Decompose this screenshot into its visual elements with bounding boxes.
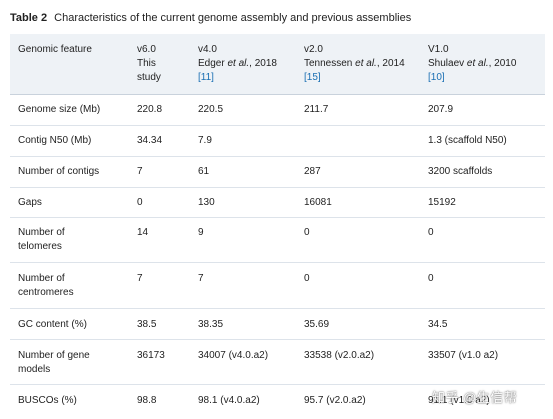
row-feature-line: centromeres [18,287,74,298]
header-v4-version: v4.0 [198,44,217,55]
header-v4: v4.0 Edger et al., 2018 [11] [190,34,296,95]
cell-v6: 98.8 [137,395,157,406]
cell-v1: 3200 scaffolds [420,156,545,188]
table-row: Number of gene models 36173 34007 (v4.0.… [10,339,545,385]
header-row: Genomic feature v6.0 This study v4.0 Edg… [10,34,545,95]
cell-v2: 35.69 [296,308,420,340]
row-feature-line: telomeres [18,241,62,252]
row-feature: Number of gene models [10,339,129,385]
assembly-comparison-table: Genomic feature v6.0 This study v4.0 Edg… [10,34,545,419]
header-v1: V1.0 Shulaev et al., 2010 [10] [420,34,545,95]
row-feature-line: models [18,364,51,375]
header-v1-year: , 2010 [488,58,517,69]
header-v1-etal: et al. [464,58,489,69]
cell-v4: 98.1 (v4.0.a2) [198,395,260,406]
header-v6-version: v6.0 [137,44,156,55]
header-v2-author: Tennessen [304,58,353,69]
cell-v4: 220.5 [190,94,296,126]
cell-v6: 38.5 [129,308,190,340]
table-container: Genomic feature v6.0 This study v4.0 Edg… [10,34,545,419]
header-genomic-feature: Genomic feature [10,34,129,95]
header-v2-etal: et al. [352,58,377,69]
cell-v2: 211.7 [296,94,420,126]
row-feature: Contig N50 (Mb) [10,125,129,157]
cell-v4: 38.35 [190,308,296,340]
cell-v2: 33538 (v2.0.a2) [296,339,420,385]
cell-v1: 1.3 (scaffold N50) [420,125,545,157]
table-row: Number of telomeres 14 9 0 0 [10,217,545,263]
header-v4-year: , 2018 [249,58,277,69]
cell-v1: 34.5 [420,308,545,340]
cell-v2: 0 [296,217,420,263]
cell-v6: 220.8 [129,94,190,126]
row-feature: Genome size (Mb) [10,94,129,126]
watermark: 知乎 @生信帮 [432,390,518,405]
row-feature: Number of telomeres [10,217,129,263]
cell-v6: 0 [129,187,190,218]
cell-v6: 36173 [129,339,190,385]
cell-v4: 7 [190,262,296,309]
header-v4-author: Edger [198,58,225,69]
table-row: Number of centromeres 7 7 0 0 [10,262,545,309]
header-v6: v6.0 This study [129,34,190,95]
table-row: Number of contigs 7 61 287 3200 scaffold… [10,156,545,188]
header-v6-this: This [137,58,156,69]
header-v1-version: V1.0 [428,44,449,55]
cell-v4: 9 [190,217,296,263]
cell-v4: 130 [190,187,296,218]
table-caption: Table 2 Characteristics of the current g… [10,10,411,26]
table-header: Genomic feature v6.0 This study v4.0 Edg… [10,34,545,95]
header-v6-study: study [137,72,161,83]
header-v4-citation: Edger et al., 2018 [198,57,288,71]
table-caption-label: Table 2 [10,12,48,24]
cell-v4: 7.9 [190,125,296,157]
header-v2-ref-link[interactable]: [15] [304,72,321,83]
table-row: BUSCOs (%) 98.8 98.1 (v4.0.a2) 95.7 (v2.… [10,385,545,419]
row-feature: Number of contigs [10,156,129,188]
cell-v6: 14 [129,217,190,263]
header-v4-ref-link[interactable]: [11] [198,72,214,83]
header-v4-etal: et al. [224,58,250,69]
cell-v6: 34.34 [129,125,190,157]
cell-v2: 0 [296,262,420,309]
header-v1-author: Shulaev [428,58,465,69]
row-feature-line: Number of gene [18,350,90,361]
cell-v2: 287 [296,156,420,188]
header-v2-version: v2.0 [304,44,323,55]
table-row: Gaps 0 130 16081 15192 [10,187,545,218]
row-feature: Number of centromeres [10,262,129,309]
cell-v1: 15192 [420,187,545,218]
cell-v1: 0 [420,217,545,263]
header-v2-year: , 2014 [376,58,405,69]
cell-v2: 16081 [296,187,420,218]
header-v1-citation: Shulaev et al., 2010 [428,57,537,71]
cell-v1: 207.9 [420,94,545,126]
cell-v1: 91.1 (v1.0 a2) [428,395,490,406]
table-caption-title: Characteristics of the current genome as… [54,12,412,24]
cell-v4: 61 [190,156,296,188]
header-v2: v2.0 Tennessen et al., 2014 [15] [296,34,420,95]
table-row: Genome size (Mb) 220.8 220.5 211.7 207.9 [10,94,545,126]
cell-v1: 33507 (v1.0 a2) [420,339,545,385]
cell-v2 [296,125,420,157]
row-feature-line: Number of [18,227,65,238]
table-body: Genome size (Mb) 220.8 220.5 211.7 207.9… [10,94,545,419]
table-row: Contig N50 (Mb) 34.34 7.9 1.3 (scaffold … [10,125,545,157]
row-feature-line: Number of [18,273,65,284]
cell-v6: 7 [129,262,190,309]
header-v1-ref-link[interactable]: [10] [428,72,445,83]
cell-v1: 0 [420,262,545,309]
table-row: GC content (%) 38.5 38.35 35.69 34.5 [10,308,545,340]
row-feature: GC content (%) [10,308,129,340]
header-v2-citation: Tennessen et al., 2014 [304,57,412,71]
row-feature: Gaps [10,187,129,218]
row-feature: BUSCOs (%) [18,395,77,406]
cell-v6: 7 [129,156,190,188]
cell-v4: 34007 (v4.0.a2) [190,339,296,385]
cell-v2: 95.7 (v2.0.a2) [304,395,366,406]
